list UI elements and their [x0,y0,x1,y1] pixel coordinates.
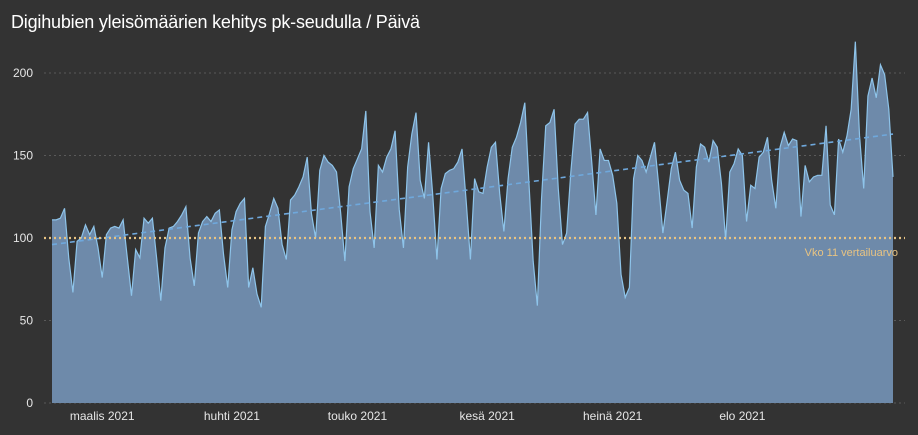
y-tick-label: 50 [20,314,34,328]
y-tick-label: 0 [26,396,33,410]
y-tick-label: 200 [13,66,33,80]
y-tick-label: 100 [13,231,33,245]
trend-line [51,133,894,246]
reference-label: Vko 11 vertailuarvo [805,247,898,259]
x-tick-label: huhti 2021 [204,409,260,423]
chart-title: Digihubien yleisömäärien kehitys pk-seud… [11,12,420,32]
x-axis-ticks: maalis 2021 huhti 2021 touko 2021 kesä 2021… [70,409,766,423]
y-tick-label: 150 [13,149,33,163]
x-tick-label: elo 2021 [719,409,765,423]
x-tick-label: maalis 2021 [70,409,135,423]
y-axis-ticks: 0 50 100 150 200 [13,66,33,410]
x-tick-label: kesä 2021 [459,409,515,423]
x-tick-label: touko 2021 [328,409,388,423]
x-tick-label: heinä 2021 [583,409,643,423]
series-line [52,41,894,308]
